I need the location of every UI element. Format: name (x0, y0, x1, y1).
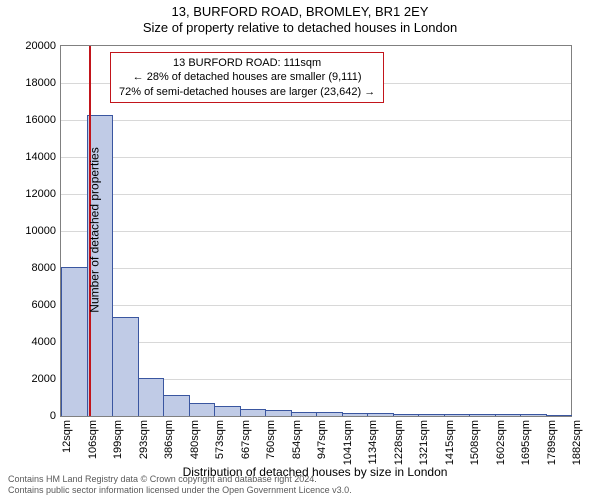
annotation-box: 13 BURFORD ROAD: 111sqm ← 28% of detache… (110, 52, 384, 103)
ytick-label: 10000 (25, 225, 61, 237)
ytick-label: 20000 (25, 40, 61, 52)
xtick-label: 199sqm (112, 420, 124, 459)
xtick-label: 386sqm (163, 420, 175, 459)
histogram-bar (265, 410, 292, 416)
histogram-bar (291, 412, 318, 416)
histogram-bar (61, 267, 88, 416)
histogram-bar (342, 413, 369, 416)
footer-line-2: Contains public sector information licen… (8, 485, 352, 496)
annotation-line-3: 72% of semi-detached houses are larger (… (119, 85, 375, 99)
chart-title-main: 13, BURFORD ROAD, BROMLEY, BR1 2EY (0, 0, 600, 20)
xtick-label: 573sqm (214, 420, 226, 459)
xtick-label: 1602sqm (495, 420, 507, 465)
histogram-bar (138, 378, 165, 416)
xtick-label: 947sqm (316, 420, 328, 459)
xtick-label: 1415sqm (444, 420, 456, 465)
xtick-label: 12sqm (61, 420, 73, 453)
footer-attribution: Contains HM Land Registry data © Crown c… (8, 474, 352, 496)
gridline-h (61, 120, 571, 121)
gridline-h (61, 194, 571, 195)
xtick-label: 1228sqm (393, 420, 405, 465)
xtick-label: 760sqm (265, 420, 277, 459)
histogram-bar (163, 395, 190, 416)
histogram-bar (444, 414, 471, 416)
histogram-bar (495, 414, 522, 416)
footer-line-1: Contains HM Land Registry data © Crown c… (8, 474, 352, 485)
histogram-bar (469, 414, 496, 416)
histogram-bar (520, 414, 547, 416)
ytick-label: 16000 (25, 114, 61, 126)
histogram-bar (316, 412, 343, 416)
ytick-label: 0 (50, 410, 61, 422)
histogram-bar (189, 403, 216, 416)
histogram-bar (240, 409, 267, 416)
xtick-label: 1134sqm (367, 420, 379, 464)
histogram-bar (367, 413, 394, 416)
xtick-label: 293sqm (138, 420, 150, 459)
xtick-label: 1695sqm (520, 420, 532, 465)
xtick-label: 480sqm (189, 420, 201, 459)
gridline-h (61, 305, 571, 306)
ytick-label: 8000 (32, 262, 61, 274)
annotation-line-2: ← 28% of detached houses are smaller (9,… (119, 70, 375, 84)
xtick-label: 1882sqm (571, 420, 583, 465)
ytick-label: 2000 (32, 373, 61, 385)
xtick-label: 854sqm (291, 420, 303, 459)
ytick-label: 4000 (32, 336, 61, 348)
xtick-label: 106sqm (87, 420, 99, 459)
gridline-h (61, 157, 571, 158)
xtick-label: 1321sqm (418, 420, 430, 465)
histogram-bar (546, 415, 573, 416)
chart-title-sub: Size of property relative to detached ho… (0, 20, 600, 36)
ytick-label: 12000 (25, 188, 61, 200)
histogram-bar (112, 317, 139, 416)
y-axis-label: Number of detached properties (88, 147, 102, 312)
ytick-label: 14000 (25, 151, 61, 163)
histogram-bar (214, 406, 241, 416)
histogram-bar (393, 414, 420, 416)
xtick-label: 1789sqm (546, 420, 558, 465)
ytick-label: 6000 (32, 299, 61, 311)
annotation-line-1: 13 BURFORD ROAD: 111sqm (119, 56, 375, 70)
histogram-bar (418, 414, 445, 416)
xtick-label: 667sqm (240, 420, 252, 459)
gridline-h (61, 231, 571, 232)
gridline-h (61, 268, 571, 269)
xtick-label: 1508sqm (469, 420, 481, 465)
xtick-label: 1041sqm (342, 420, 354, 465)
ytick-label: 18000 (25, 77, 61, 89)
